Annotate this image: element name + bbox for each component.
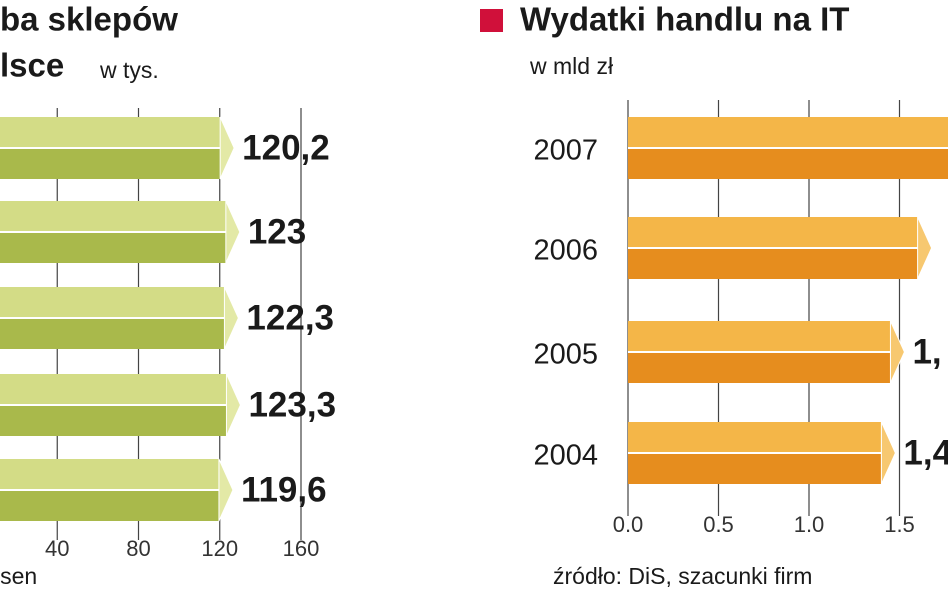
source-note: źródło: DiS, szacunki firm xyxy=(553,563,812,589)
data-label: 119,6 xyxy=(241,470,327,509)
bar-cap xyxy=(225,373,242,437)
source-note: lsen xyxy=(0,563,37,589)
bar-cap xyxy=(223,286,239,350)
data-label: 123 xyxy=(248,212,306,251)
data-label: 120,2 xyxy=(242,128,330,167)
chart-title: Wydatki handlu na IT xyxy=(520,1,849,38)
category-label: 2005 xyxy=(533,339,598,371)
data-label: 1, xyxy=(912,332,941,371)
chart-subtitle: w tys. xyxy=(99,57,159,83)
category-label: 2007 xyxy=(533,135,598,167)
x-tick-label: 80 xyxy=(126,536,150,561)
x-tick-label: 40 xyxy=(45,536,69,561)
x-tick-label: 1.0 xyxy=(794,512,825,537)
data-label: 122,3 xyxy=(246,298,334,337)
data-label: 123,3 xyxy=(248,385,336,424)
bar-cap xyxy=(225,200,241,264)
chart-title: ba sklepów xyxy=(0,1,178,38)
x-tick-label: 0.0 xyxy=(613,512,644,537)
x-tick-label: 120 xyxy=(201,536,238,561)
chart-subtitle: w mld zł xyxy=(529,53,613,79)
bar-cap xyxy=(917,216,933,280)
bar-cap xyxy=(219,116,235,180)
data-label: 1,4 xyxy=(903,433,948,472)
x-tick-label: 160 xyxy=(283,536,320,561)
category-label: 2006 xyxy=(533,235,598,267)
x-tick-label: 0.5 xyxy=(703,512,734,537)
bar-cap xyxy=(880,421,896,485)
title-marker xyxy=(480,9,503,32)
bar-cap xyxy=(889,320,905,384)
chart-title: lsce xyxy=(0,47,64,84)
category-label: 2004 xyxy=(533,440,598,472)
bar-cap xyxy=(218,458,234,522)
x-tick-label: 1.5 xyxy=(884,512,915,537)
